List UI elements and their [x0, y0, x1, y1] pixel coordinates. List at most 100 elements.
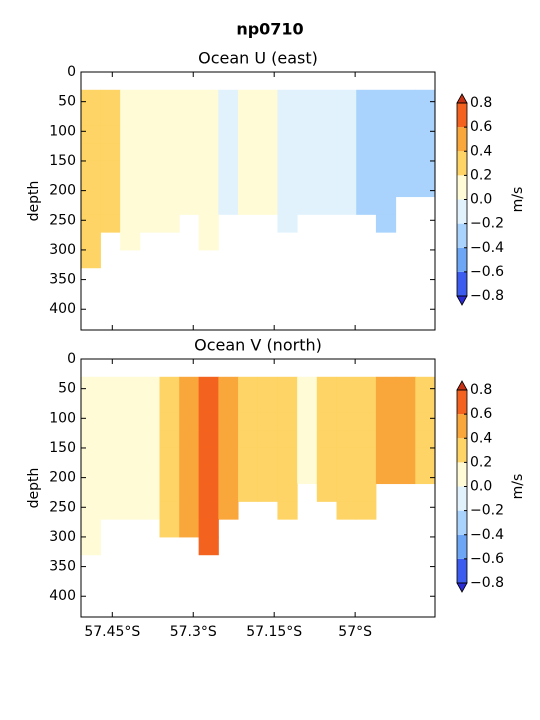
contour-cell [277, 107, 298, 126]
colorbar-cell [457, 462, 467, 487]
contour-cell [100, 125, 121, 144]
contour-cell [179, 519, 200, 538]
contour-cell [277, 430, 298, 449]
contour-cell [336, 196, 357, 215]
contour-cell [139, 125, 161, 144]
contour-cell [415, 376, 436, 396]
contour-cell [120, 394, 141, 413]
contour-cell [139, 89, 161, 109]
contour-cell [198, 430, 219, 449]
contour-cell [375, 178, 397, 198]
contour-cell [238, 89, 259, 109]
contour-cell [356, 483, 377, 502]
contour-cell [238, 447, 259, 467]
contour-cell [120, 89, 141, 109]
contour-cell [238, 465, 259, 485]
contour-cell [297, 376, 318, 396]
contour-cell [277, 394, 298, 413]
contour-cell [81, 89, 101, 109]
contour-cell [415, 430, 436, 449]
contour-cell [179, 430, 200, 449]
colorbar-cell [457, 438, 467, 463]
contour-cell [316, 447, 338, 467]
contour-cell [375, 376, 397, 396]
contour-cell [81, 447, 101, 467]
contour-cell [198, 89, 219, 109]
contour-cell [198, 107, 219, 126]
colorbar-tick-label: −0.8 [470, 288, 504, 304]
colorbar-extend-over [456, 380, 468, 391]
colorbar-cell [457, 127, 467, 152]
contour-cell [179, 89, 200, 109]
contour-cell [238, 483, 259, 502]
contour-cell [139, 412, 161, 431]
contour-cell [159, 125, 180, 144]
subplot-title: Ocean U (east) [198, 49, 318, 68]
contour-cell [257, 178, 278, 198]
y-tick-label: 100 [49, 410, 76, 426]
contour-cell [139, 501, 161, 520]
contour-cell [395, 89, 416, 109]
plot-frame [80, 71, 436, 331]
contour-cell [218, 376, 239, 396]
colorbar-label: m/s [510, 474, 526, 500]
contour-cell [415, 412, 436, 431]
contour-cell [159, 160, 180, 180]
colorbar-tick-label: 0.0 [470, 479, 492, 495]
contour-cell [375, 89, 397, 109]
contour-cell [139, 394, 161, 413]
contour-cell [257, 447, 278, 467]
contour-cell [277, 483, 298, 502]
colorbar-cell [457, 534, 467, 559]
contour-cell [139, 214, 161, 233]
contour-cell [198, 160, 219, 180]
contour-cell [139, 107, 161, 126]
contour-cell [198, 536, 219, 556]
contour-cell [297, 465, 318, 485]
y-tick-label: 400 [49, 301, 76, 317]
contour-cell [100, 412, 121, 431]
contour-cell [238, 143, 259, 162]
contour-cell [297, 143, 318, 162]
colorbar-tick-label: −0.4 [470, 527, 504, 543]
contour-cell [159, 196, 180, 215]
contour-cell [375, 160, 397, 180]
contour-cell [100, 465, 121, 485]
contour-cell [356, 143, 377, 162]
contour-cell [375, 430, 397, 449]
contour-cell [159, 430, 180, 449]
contour-cell [277, 178, 298, 198]
contour-cell [198, 412, 219, 431]
y-tick-label: 50 [58, 381, 76, 397]
contour-cell [81, 160, 101, 180]
contour-cell [81, 501, 101, 520]
contour-cell [159, 483, 180, 502]
colorbar-cell [457, 414, 467, 439]
contour-cell [81, 196, 101, 215]
contour-cell [415, 394, 436, 413]
contour-cell [139, 143, 161, 162]
contour-cell [316, 483, 338, 502]
contour-cell [336, 178, 357, 198]
contour-cell [395, 160, 416, 180]
contour-cell [120, 125, 141, 144]
colorbar-tick-label: 0.2 [470, 167, 492, 183]
contour-cell [198, 465, 219, 485]
contour-cell [257, 483, 278, 502]
contour-cell [81, 519, 101, 538]
contour-cell [100, 196, 121, 215]
y-tick-label: 250 [49, 499, 76, 515]
contour-cell [316, 143, 338, 162]
contour-cell [100, 143, 121, 162]
contour-cell [100, 447, 121, 467]
contour-cell [100, 501, 121, 520]
contour-cell [198, 196, 219, 215]
contour-cell [336, 483, 357, 502]
plot-frame [80, 358, 436, 618]
y-tick-label: 150 [49, 153, 76, 169]
contour-cell [179, 483, 200, 502]
contour-cell [120, 214, 141, 233]
contour-cell [198, 178, 219, 198]
contour-cell [277, 412, 298, 431]
contour-cell [218, 447, 239, 467]
